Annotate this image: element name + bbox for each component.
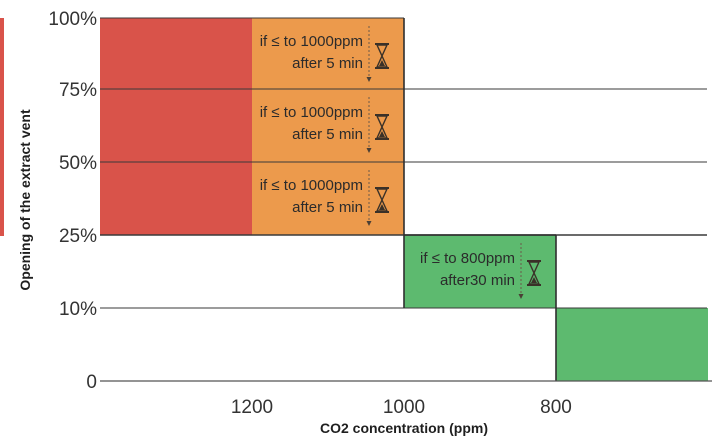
- annotation-line1: if ≤ to 1000ppm: [260, 33, 363, 50]
- hourglass-icon: [375, 43, 389, 69]
- down-arrow-head: [518, 294, 524, 299]
- region-red-0: [100, 18, 252, 235]
- ticks-layer: 0 10% 25% 50% 75% 100% 1200 1000 800: [48, 9, 571, 418]
- y-tick-label: 100%: [48, 9, 97, 30]
- x-tick-label: 1000: [383, 397, 425, 418]
- annotation-line2: after 5 min: [292, 199, 363, 216]
- x-tick-label: 800: [540, 397, 572, 418]
- y-tick-label: 10%: [59, 299, 97, 320]
- hourglass-icon: [375, 114, 389, 140]
- hourglass-icon: [375, 187, 389, 213]
- y-tick-label: 50%: [59, 153, 97, 174]
- hourglass-icon: [527, 260, 541, 286]
- y-axis-title: Opening of the extract vent: [17, 109, 33, 291]
- down-arrow-head: [366, 148, 372, 153]
- annotation-0: if ≤ to 1000ppm after 5 min: [260, 26, 389, 82]
- annotation-line1: if ≤ to 1000ppm: [260, 104, 363, 121]
- annotation-line1: if ≤ to 800ppm: [420, 250, 515, 267]
- annotation-line2: after30 min: [440, 272, 515, 289]
- y-tick-label: 0: [86, 372, 97, 393]
- region-green-3: [556, 308, 708, 381]
- y-tick-label: 25%: [59, 226, 97, 247]
- annotation-line2: after 5 min: [292, 126, 363, 143]
- region-green-2: [404, 235, 556, 308]
- region-orange-1: [252, 18, 404, 235]
- grid-layer: [100, 17, 712, 382]
- x-tick-label: 1200: [231, 397, 273, 418]
- x-axis-title: CO2 concentration (ppm): [320, 420, 488, 436]
- annotation-line2: after 5 min: [292, 55, 363, 72]
- annotation-1: if ≤ to 1000ppm after 5 min: [260, 97, 389, 153]
- down-arrow-head: [366, 221, 372, 226]
- annotation-line1: if ≤ to 1000ppm: [260, 177, 363, 194]
- left-edge-accent: [0, 18, 4, 236]
- annotation-3: if ≤ to 800ppm after30 min: [420, 243, 541, 299]
- annotation-2: if ≤ to 1000ppm after 5 min: [260, 170, 389, 226]
- down-arrow-head: [366, 77, 372, 82]
- y-tick-label: 75%: [59, 80, 97, 101]
- regions-layer: [100, 18, 708, 381]
